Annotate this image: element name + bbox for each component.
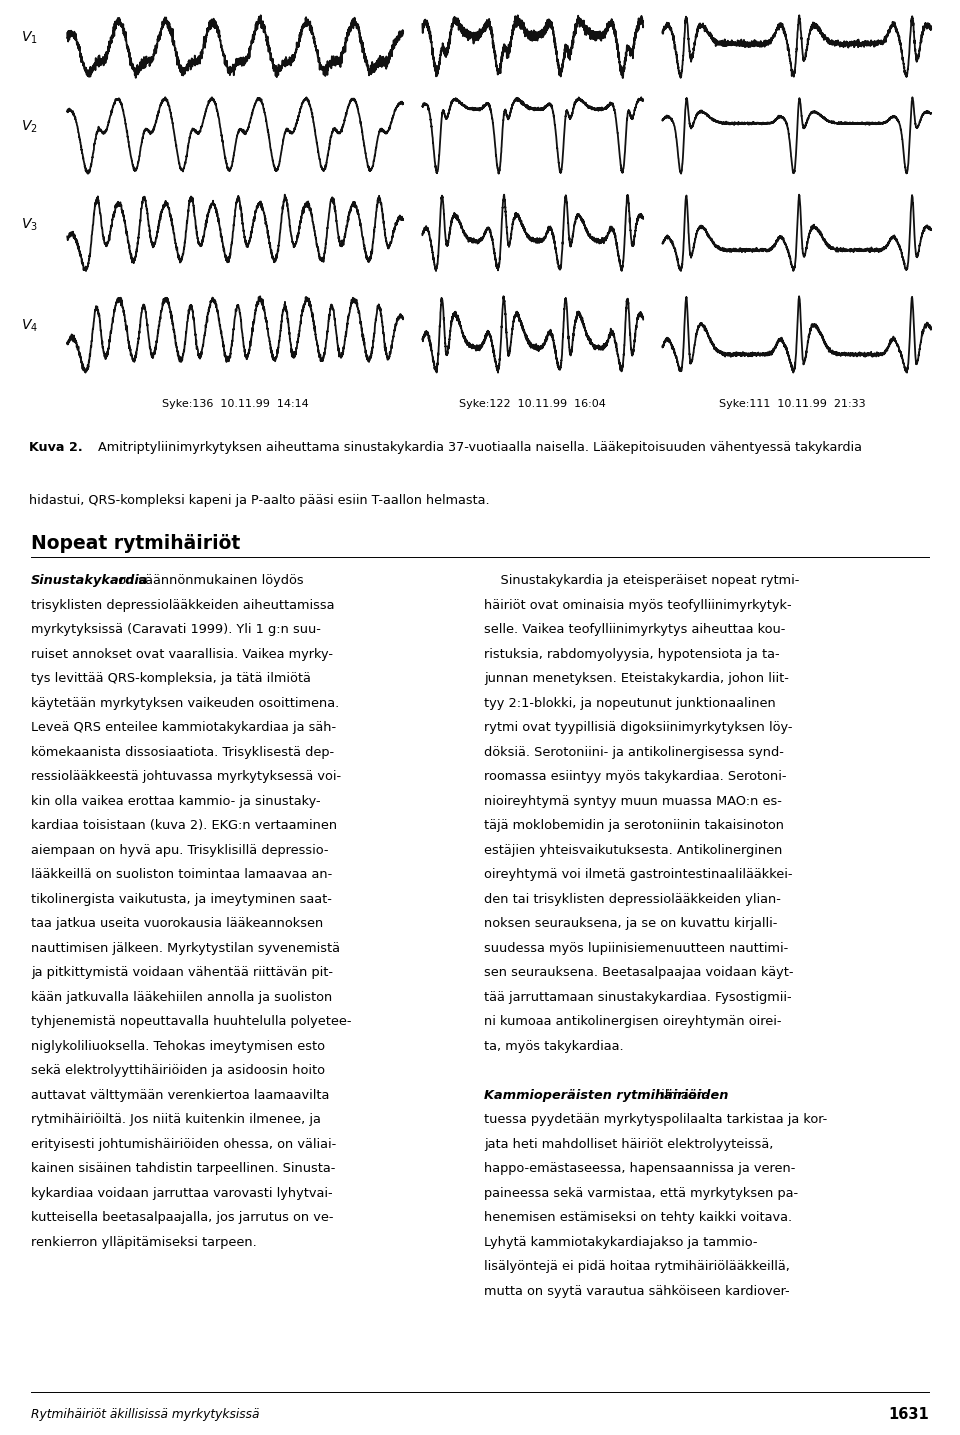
Text: ni kumoaa antikolinergisen oireyhtymän oirei-: ni kumoaa antikolinergisen oireyhtymän o…: [484, 1015, 781, 1027]
Text: sen seurauksena. Beetasalpaajaa voidaan käyt-: sen seurauksena. Beetasalpaajaa voidaan …: [484, 966, 793, 979]
Text: trisyklisten depressiolääkkeiden aiheuttamissa: trisyklisten depressiolääkkeiden aiheutt…: [31, 598, 334, 611]
Text: Syke:111  10.11.99  21:33: Syke:111 10.11.99 21:33: [719, 399, 865, 409]
Text: kutteisella beetasalpaajalla, jos jarrutus on ve-: kutteisella beetasalpaajalla, jos jarrut…: [31, 1211, 333, 1224]
Text: Sinustakykardia: Sinustakykardia: [31, 574, 148, 587]
Text: paineessa sekä varmistaa, että myrkytyksen pa-: paineessa sekä varmistaa, että myrkytyks…: [484, 1187, 798, 1200]
Text: Kammioperäisten rytmihäiriöiden: Kammioperäisten rytmihäiriöiden: [484, 1089, 729, 1102]
Text: ta, myös takykardiaa.: ta, myös takykardiaa.: [484, 1039, 623, 1053]
Text: lisälyöntejä ei pidä hoitaa rytmihäiriölääkkeillä,: lisälyöntejä ei pidä hoitaa rytmihäiriöl…: [484, 1260, 790, 1273]
Text: tyy 2:1-blokki, ja nopeutunut junktionaalinen: tyy 2:1-blokki, ja nopeutunut junktionaa…: [484, 696, 776, 710]
Text: $V_4$: $V_4$: [21, 317, 38, 334]
Text: Leveä QRS enteilee kammiotakykardiaa ja säh-: Leveä QRS enteilee kammiotakykardiaa ja …: [31, 722, 336, 735]
Text: niglykoliliuoksella. Tehokas imeytymisen esto: niglykoliliuoksella. Tehokas imeytymisen…: [31, 1039, 324, 1053]
Text: Amitriptyliinimyrkytyksen aiheuttama sinustakykardia 37-vuotiaalla naisella. Lää: Amitriptyliinimyrkytyksen aiheuttama sin…: [94, 441, 862, 453]
Text: taa jatkua useita vuorokausia lääkeannoksen: taa jatkua useita vuorokausia lääkeannok…: [31, 917, 323, 930]
Text: tää jarruttamaan sinustakykardiaa. Fysostigmii-: tää jarruttamaan sinustakykardiaa. Fysos…: [484, 990, 791, 1003]
Text: ruiset annokset ovat vaarallisia. Vaikea myrky-: ruiset annokset ovat vaarallisia. Vaikea…: [31, 647, 333, 660]
Text: jata heti mahdolliset häiriöt elektrolyyteissä,: jata heti mahdolliset häiriöt elektrolyy…: [484, 1138, 773, 1151]
Text: estäjien yhteisvaikutuksesta. Antikolinerginen: estäjien yhteisvaikutuksesta. Antikoline…: [484, 844, 782, 857]
Text: döksiä. Serotoniini- ja antikolinergisessa synd-: döksiä. Serotoniini- ja antikolinergises…: [484, 746, 783, 759]
Text: tyhjenemistä nopeuttavalla huuhtelulla polyetee-: tyhjenemistä nopeuttavalla huuhtelulla p…: [31, 1015, 351, 1027]
Text: nauttimisen jälkeen. Myrkytystilan syvenemistä: nauttimisen jälkeen. Myrkytystilan syven…: [31, 941, 340, 954]
Text: täjä moklobemidin ja serotoniinin takaisinoton: täjä moklobemidin ja serotoniinin takais…: [484, 819, 783, 832]
Text: renkierron ylläpitämiseksi tarpeen.: renkierron ylläpitämiseksi tarpeen.: [31, 1236, 256, 1248]
Text: noksen seurauksena, ja se on kuvattu kirjalli-: noksen seurauksena, ja se on kuvattu kir…: [484, 917, 778, 930]
Text: häiriöt ovat ominaisia myös teofylliinimyrkytyk-: häiriöt ovat ominaisia myös teofylliinim…: [484, 598, 791, 611]
Text: nioireyhtymä syntyy muun muassa MAO:n es-: nioireyhtymä syntyy muun muassa MAO:n es…: [484, 795, 781, 808]
Text: Nopeat rytmihäiriöt: Nopeat rytmihäiriöt: [31, 534, 240, 552]
Text: $V_3$: $V_3$: [21, 217, 38, 232]
Text: kardiaa toisistaan (kuva 2). EKG:n vertaaminen: kardiaa toisistaan (kuva 2). EKG:n verta…: [31, 819, 337, 832]
Text: auttavat välttymään verenkiertoa laamaavilta: auttavat välttymään verenkiertoa laamaav…: [31, 1089, 329, 1102]
Text: tys levittää QRS-kompleksia, ja tätä ilmiötä: tys levittää QRS-kompleksia, ja tätä ilm…: [31, 672, 311, 684]
Text: erityisesti johtumishäiriöiden ohessa, on väliai-: erityisesti johtumishäiriöiden ohessa, o…: [31, 1138, 336, 1151]
Text: ilmaan-: ilmaan-: [657, 1089, 709, 1102]
Text: aiempaan on hyvä apu. Trisyklisillä depressio-: aiempaan on hyvä apu. Trisyklisillä depr…: [31, 844, 328, 857]
Text: kainen sisäinen tahdistin tarpeellinen. Sinusta-: kainen sisäinen tahdistin tarpeellinen. …: [31, 1162, 335, 1175]
Text: mutta on syytä varautua sähköiseen kardiover-: mutta on syytä varautua sähköiseen kardi…: [484, 1284, 789, 1297]
Text: Syke:136  10.11.99  14:14: Syke:136 10.11.99 14:14: [162, 399, 308, 409]
Text: roomassa esiintyy myös takykardiaa. Serotoni-: roomassa esiintyy myös takykardiaa. Sero…: [484, 771, 786, 784]
Text: den tai trisyklisten depressiolääkkeiden ylian-: den tai trisyklisten depressiolääkkeiden…: [484, 893, 780, 905]
Text: myrkytyksissä (Caravati 1999). Yli 1 g:n suu-: myrkytyksissä (Caravati 1999). Yli 1 g:n…: [31, 623, 321, 636]
Text: ressiolääkkeestä johtuvassa myrkytyksessä voi-: ressiolääkkeestä johtuvassa myrkytyksess…: [31, 771, 341, 784]
Text: henemisen estämiseksi on tehty kaikki voitava.: henemisen estämiseksi on tehty kaikki vo…: [484, 1211, 792, 1224]
Text: kin olla vaikea erottaa kammio- ja sinustaky-: kin olla vaikea erottaa kammio- ja sinus…: [31, 795, 321, 808]
Text: Sinustakykardia ja eteisperäiset nopeat rytmi-: Sinustakykardia ja eteisperäiset nopeat …: [484, 574, 800, 587]
Text: kömekaanista dissosiaatiota. Trisyklisestä dep-: kömekaanista dissosiaatiota. Trisyklises…: [31, 746, 334, 759]
Text: tuessa pyydetään myrkytyspolilaalta tarkistaa ja kor-: tuessa pyydetään myrkytyspolilaalta tark…: [484, 1114, 828, 1126]
Text: rytmihäiriöiltä. Jos niitä kuitenkin ilmenee, ja: rytmihäiriöiltä. Jos niitä kuitenkin ilm…: [31, 1114, 321, 1126]
Text: hidastui, QRS-kompleksi kapeni ja P-aalto pääsi esiin T-aallon helmasta.: hidastui, QRS-kompleksi kapeni ja P-aalt…: [29, 494, 490, 507]
Text: suudessa myös lupiinisiemenuutteen nauttimi-: suudessa myös lupiinisiemenuutteen nautt…: [484, 941, 788, 954]
Text: tikolinergista vaikutusta, ja imeytyminen saat-: tikolinergista vaikutusta, ja imeytymine…: [31, 893, 331, 905]
Text: Lyhytä kammiotakykardiajakso ja tammio-: Lyhytä kammiotakykardiajakso ja tammio-: [484, 1236, 757, 1248]
Text: lääkkeillä on suoliston toimintaa lamaavaa an-: lääkkeillä on suoliston toimintaa lamaav…: [31, 868, 332, 881]
Text: ristuksia, rabdomyolyysia, hypotensiota ja ta-: ristuksia, rabdomyolyysia, hypotensiota …: [484, 647, 780, 660]
Text: käytetään myrkytyksen vaikeuden osoittimena.: käytetään myrkytyksen vaikeuden osoittim…: [31, 696, 339, 710]
Text: oireyhtymä voi ilmetä gastrointestinaalilääkkei-: oireyhtymä voi ilmetä gastrointestinaali…: [484, 868, 792, 881]
Text: $V_1$: $V_1$: [21, 30, 37, 46]
Text: happo-emästaseessa, hapensaannissa ja veren-: happo-emästaseessa, hapensaannissa ja ve…: [484, 1162, 795, 1175]
Text: junnan menetyksen. Eteistakykardia, johon liit-: junnan menetyksen. Eteistakykardia, joho…: [484, 672, 789, 684]
Text: on säännönmukainen löydös: on säännönmukainen löydös: [114, 574, 304, 587]
Text: kään jatkuvalla lääkehiilen annolla ja suoliston: kään jatkuvalla lääkehiilen annolla ja s…: [31, 990, 332, 1003]
Text: 1631: 1631: [889, 1406, 929, 1422]
Text: ja pitkittymistä voidaan vähentää riittävän pit-: ja pitkittymistä voidaan vähentää riittä…: [31, 966, 333, 979]
Text: selle. Vaikea teofylliinimyrkytys aiheuttaa kou-: selle. Vaikea teofylliinimyrkytys aiheut…: [484, 623, 785, 636]
Text: kykardiaa voidaan jarruttaa varovasti lyhytvai-: kykardiaa voidaan jarruttaa varovasti ly…: [31, 1187, 332, 1200]
Text: Syke:122  10.11.99  16:04: Syke:122 10.11.99 16:04: [460, 399, 606, 409]
Text: $V_2$: $V_2$: [21, 119, 37, 135]
Text: Kuva 2.: Kuva 2.: [29, 441, 83, 453]
Text: Rytmihäiriöt äkillisissä myrkytyksissä: Rytmihäiriöt äkillisissä myrkytyksissä: [31, 1408, 259, 1421]
Text: rytmi ovat tyypillisiä digoksiinimyrkytyksen löy-: rytmi ovat tyypillisiä digoksiinimyrkyty…: [484, 722, 792, 735]
Text: sekä elektrolyyttihäiriöiden ja asidoosin hoito: sekä elektrolyyttihäiriöiden ja asidoosi…: [31, 1065, 324, 1078]
